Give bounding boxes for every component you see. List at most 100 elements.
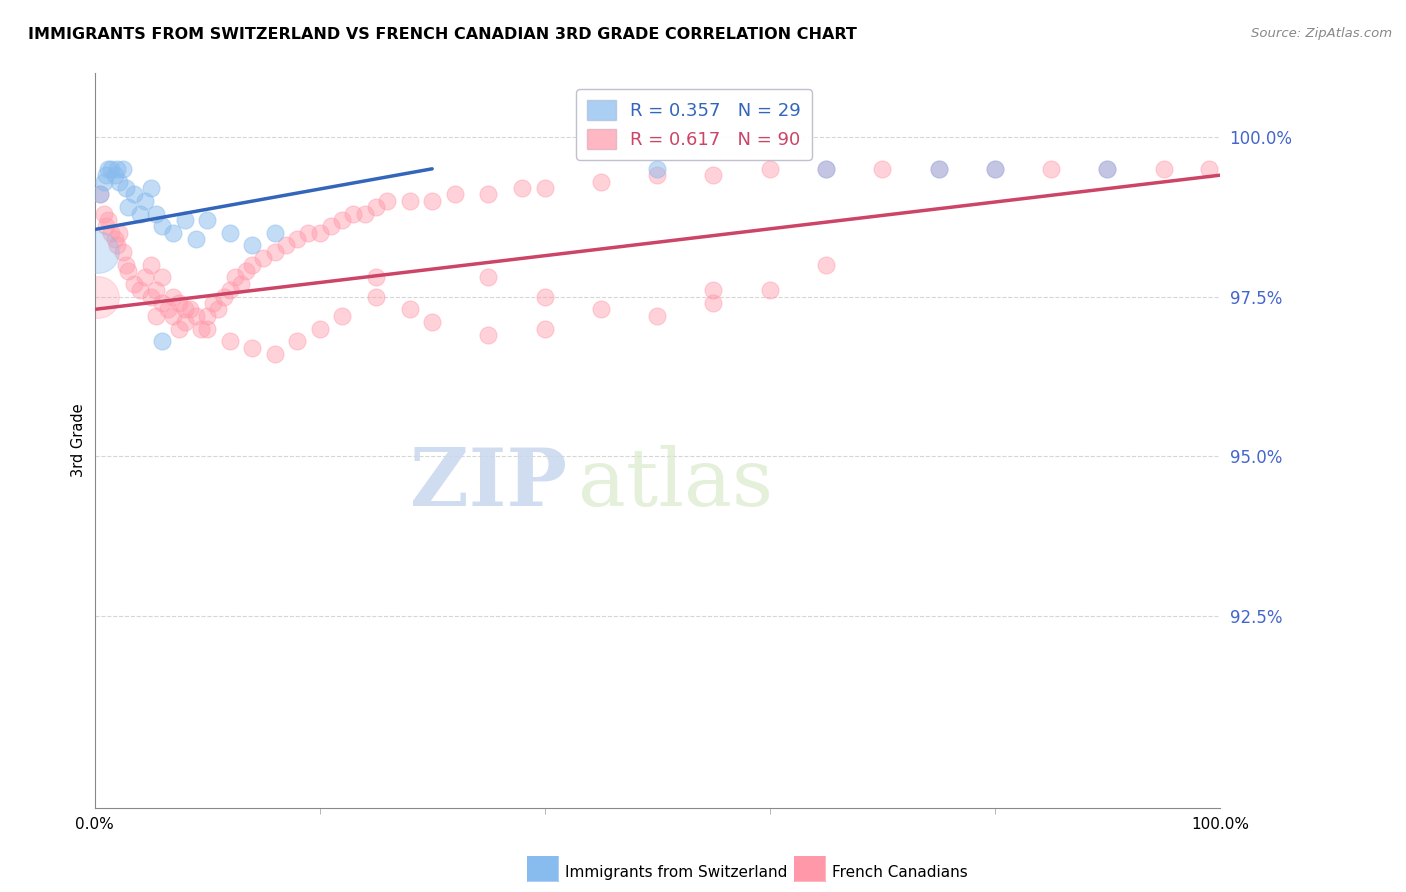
Point (285, 232, 308, 246)
Point (758, 161, 780, 176)
Point (984, 161, 1007, 176)
Point (105, 238, 128, 252)
Point (162, 309, 184, 323)
Point (184, 309, 207, 323)
Point (111, 161, 134, 176)
Point (1097, 161, 1119, 176)
Point (89, 187, 111, 202)
Legend: R = 0.357   N = 29, R = 0.617   N = 90: R = 0.357 N = 29, R = 0.617 N = 90 (576, 89, 813, 160)
Point (240, 238, 263, 252)
Point (443, 187, 465, 202)
Point (139, 181, 162, 195)
Text: French Canadians: French Canadians (832, 865, 969, 880)
Point (173, 302, 195, 317)
Point (240, 258, 263, 272)
Point (100, 161, 122, 176)
Point (645, 309, 668, 323)
Point (510, 181, 533, 195)
Point (319, 219, 342, 234)
Point (108, 226, 131, 240)
Point (179, 302, 201, 317)
Text: ZIP: ZIP (411, 445, 567, 524)
Point (150, 219, 173, 234)
Point (117, 200, 139, 214)
Point (117, 264, 139, 278)
Point (184, 232, 207, 246)
Point (150, 270, 173, 285)
Point (97, 161, 120, 176)
Point (156, 302, 179, 317)
Point (353, 206, 375, 220)
Point (207, 302, 229, 317)
Point (364, 270, 387, 285)
Point (398, 194, 420, 208)
Point (134, 194, 156, 208)
Point (702, 296, 724, 310)
Point (162, 226, 184, 240)
Point (342, 206, 364, 220)
Point (145, 206, 167, 220)
Point (375, 194, 398, 208)
Point (100, 226, 122, 240)
Point (122, 277, 145, 291)
Point (330, 213, 353, 227)
Point (308, 226, 330, 240)
Point (274, 238, 297, 252)
Point (87, 244, 110, 259)
Point (420, 194, 443, 208)
Point (814, 161, 837, 176)
Point (928, 161, 950, 176)
Point (115, 181, 138, 195)
Point (263, 226, 285, 240)
Point (128, 283, 150, 297)
Point (195, 321, 218, 335)
Point (105, 161, 128, 176)
Point (89, 187, 111, 202)
Point (97, 213, 120, 227)
Point (167, 321, 190, 335)
Point (115, 258, 138, 272)
Point (167, 296, 190, 310)
Text: Source: ZipAtlas.com: Source: ZipAtlas.com (1251, 27, 1392, 40)
Point (150, 334, 173, 349)
Point (477, 187, 499, 202)
Point (162, 289, 184, 303)
Point (477, 327, 499, 342)
Point (139, 258, 162, 272)
Point (128, 206, 150, 220)
Point (218, 226, 240, 240)
Point (218, 283, 240, 297)
Point (263, 244, 285, 259)
Point (235, 264, 257, 278)
Point (477, 270, 499, 285)
Point (212, 289, 235, 303)
Point (150, 296, 173, 310)
Point (330, 309, 353, 323)
Point (814, 161, 837, 176)
Point (702, 283, 724, 297)
Text: Immigrants from Switzerland: Immigrants from Switzerland (565, 865, 787, 880)
Point (173, 315, 195, 329)
Point (1198, 161, 1220, 176)
Point (134, 270, 156, 285)
Point (87, 289, 110, 303)
Point (589, 175, 612, 189)
Point (872, 161, 894, 176)
Point (308, 321, 330, 335)
Point (297, 226, 319, 240)
Point (364, 200, 387, 214)
Point (93, 206, 115, 220)
Point (364, 289, 387, 303)
Point (928, 161, 950, 176)
Point (1040, 161, 1063, 176)
Point (93, 175, 115, 189)
Point (108, 175, 131, 189)
Point (533, 289, 555, 303)
Point (224, 270, 246, 285)
Point (173, 213, 195, 227)
Point (104, 168, 127, 182)
Point (145, 283, 167, 297)
Point (645, 161, 668, 176)
Point (201, 296, 224, 310)
Point (984, 161, 1007, 176)
